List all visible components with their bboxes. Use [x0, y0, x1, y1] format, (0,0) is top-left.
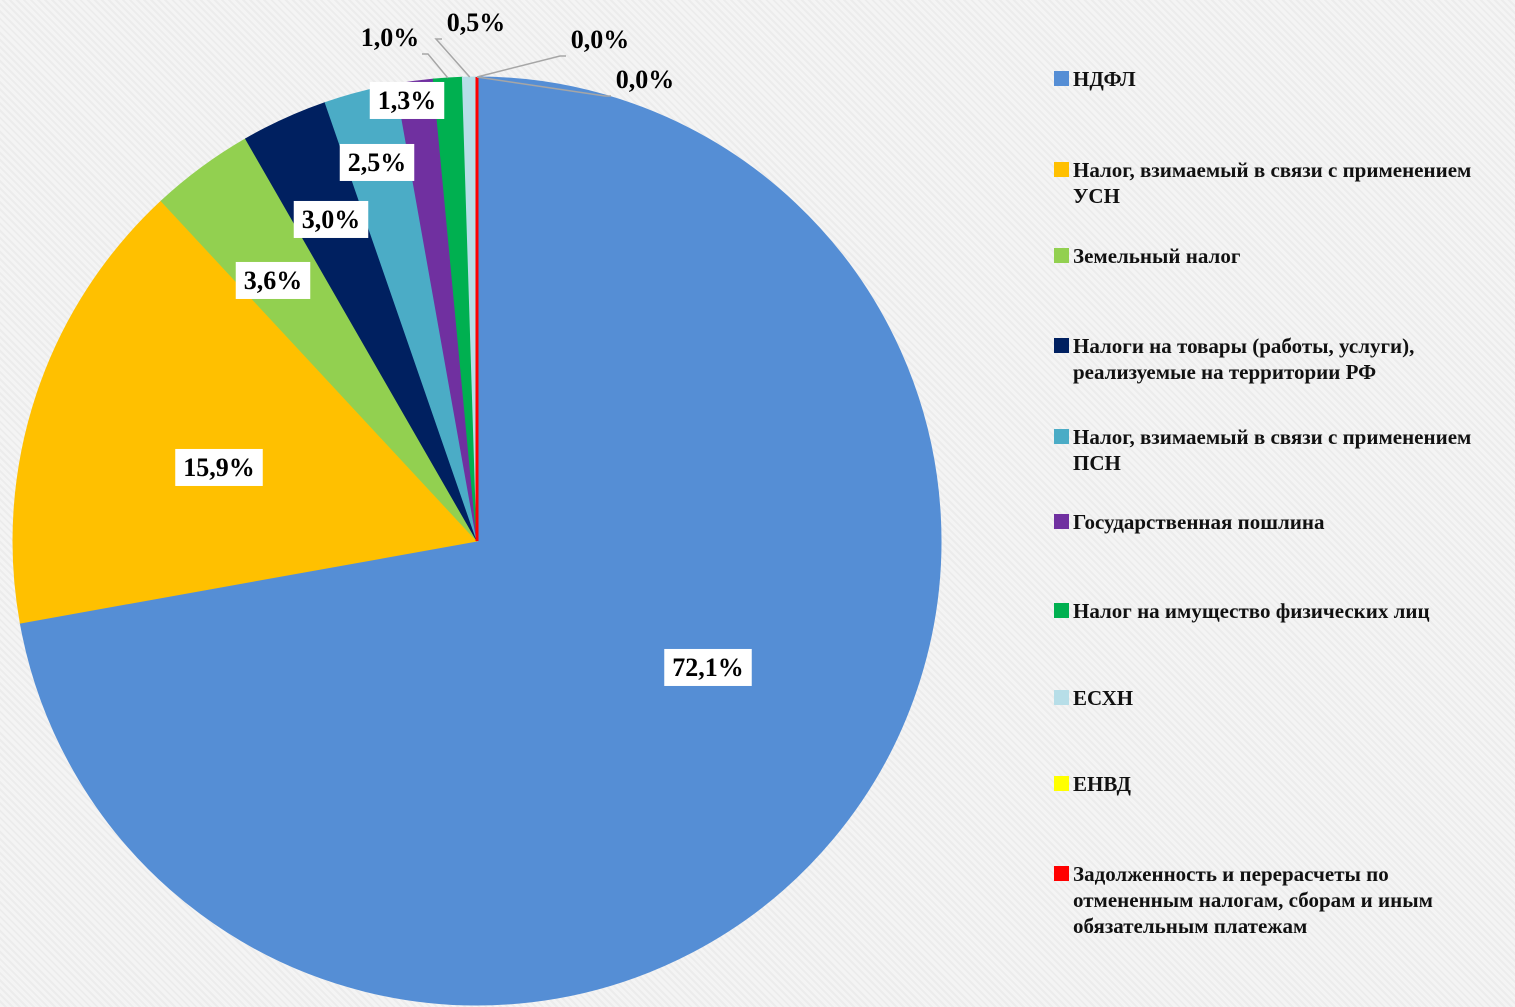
data-label: 1,0% — [361, 23, 420, 52]
legend-item: Задолженность и перерасчеты по отмененны… — [1054, 861, 1509, 939]
data-label: 3,0% — [302, 205, 361, 234]
legend-item: Налог, взимаемый в связи с применением У… — [1054, 157, 1509, 209]
data-label-box — [235, 261, 311, 299]
data-label: 0,0% — [616, 65, 675, 94]
data-label-box — [664, 648, 752, 686]
data-label-box — [293, 200, 369, 238]
leader-line — [422, 53, 449, 79]
legend-swatch — [1054, 162, 1069, 177]
legend-label: ЕНВД — [1073, 772, 1131, 796]
data-label: 0,5% — [447, 8, 506, 37]
data-label: 15,9% — [183, 453, 255, 482]
legend-swatch — [1054, 776, 1069, 791]
legend-label: Налоги на товары (работы, услуги), реали… — [1073, 334, 1415, 384]
legend-label: Налог на имущество физических лиц — [1073, 599, 1430, 623]
legend-label: Государственная пошлина — [1073, 510, 1325, 534]
legend-item: ЕСХН — [1054, 685, 1509, 711]
legend-swatch — [1054, 71, 1069, 86]
legend-swatch — [1054, 338, 1069, 353]
data-label: 3,6% — [244, 266, 303, 295]
legend-label: Налог, взимаемый в связи с применением У… — [1073, 158, 1472, 208]
data-label: 1,3% — [378, 86, 437, 115]
pie-slice — [12, 200, 478, 624]
legend-label: Земельный налог — [1073, 244, 1241, 268]
leader-line — [476, 55, 566, 78]
legend-swatch — [1054, 690, 1069, 705]
leader-line — [476, 76, 611, 97]
legend-item: Налоги на товары (работы, услуги), реали… — [1054, 333, 1509, 385]
legend-item: Государственная пошлина — [1054, 509, 1509, 535]
legend-item: Налог, взимаемый в связи с применением П… — [1054, 424, 1509, 476]
legend-item: Земельный налог — [1054, 243, 1509, 269]
data-label: 0,0% — [571, 25, 630, 54]
legend-label: Задолженность и перерасчеты по отмененны… — [1073, 862, 1433, 938]
legend-label: Налог, взимаемый в связи с применением П… — [1073, 425, 1472, 475]
leader-line — [434, 38, 471, 78]
legend-item: Налог на имущество физических лиц — [1054, 598, 1509, 624]
legend-item: ЕНВД — [1054, 771, 1509, 797]
legend-swatch — [1054, 603, 1069, 618]
legend-swatch — [1054, 429, 1069, 444]
legend-swatch — [1054, 514, 1069, 529]
data-label-box — [369, 81, 445, 119]
data-label-box — [175, 448, 263, 486]
pie-slice — [19, 76, 942, 1006]
legend-swatch — [1054, 248, 1069, 263]
legend-label: ЕСХН — [1073, 686, 1134, 710]
data-label: 2,5% — [348, 148, 407, 177]
data-label-box — [339, 143, 415, 181]
legend-label: НДФЛ — [1073, 67, 1136, 91]
legend-item: НДФЛ — [1054, 66, 1509, 92]
legend-swatch — [1054, 866, 1069, 881]
data-label: 72,1% — [672, 653, 744, 682]
